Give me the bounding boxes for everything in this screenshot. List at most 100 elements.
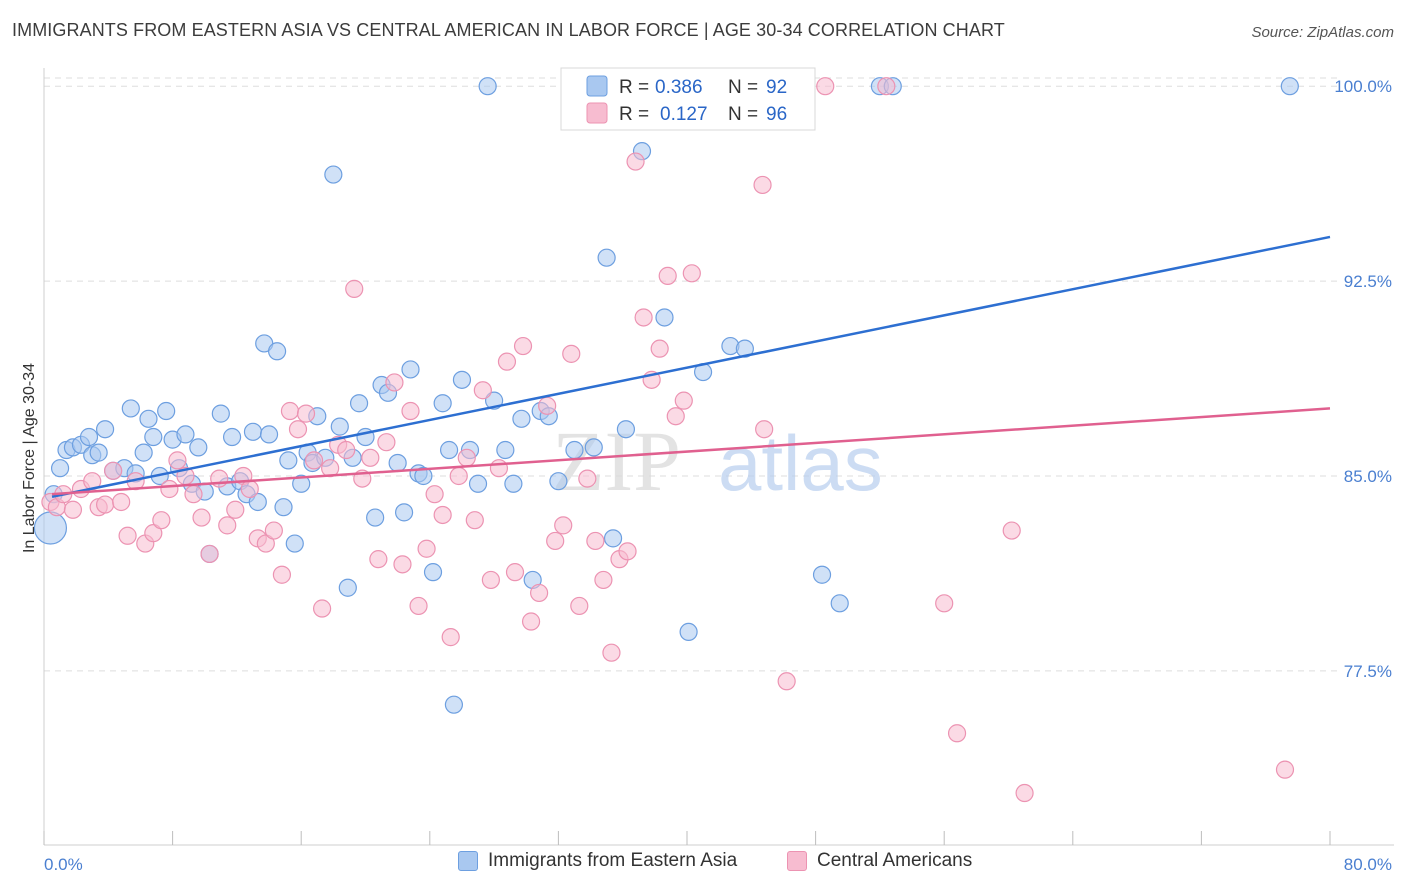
point-central-americans-45	[401, 401, 420, 421]
point-eastern-asia-44	[324, 165, 343, 184]
point-eastern-asia-26	[211, 404, 230, 423]
point-central-americans-27	[256, 534, 275, 553]
point-central-americans-76	[650, 339, 669, 358]
point-central-americans-37	[337, 440, 356, 460]
point-central-americans-70	[602, 643, 621, 662]
point-eastern-asia-39	[292, 474, 311, 493]
point-central-americans-54	[473, 381, 492, 400]
point-central-americans-13	[144, 524, 163, 543]
point-eastern-asia-87	[812, 565, 832, 584]
point-eastern-asia-16	[144, 427, 163, 447]
point-central-americans-10	[118, 526, 137, 545]
legend-n-value-1: 92	[766, 77, 787, 98]
point-central-americans-69	[594, 570, 613, 590]
point-central-americans-83	[755, 420, 774, 439]
bottom-legend-item-central-americans: Central Americans	[787, 850, 972, 872]
point-central-americans-34	[312, 599, 332, 618]
point-central-americans-33	[304, 451, 324, 470]
point-eastern-asia-50	[366, 508, 385, 527]
legend-n-value-2: 96	[766, 104, 787, 125]
x-tick-label-0: 0.0%	[44, 855, 83, 874]
point-central-americans-67	[578, 469, 597, 488]
legend-r-label-1: R =	[619, 77, 649, 98]
bottom-legend-label-eastern-asia: Immigrants from Eastern Asia	[488, 850, 738, 871]
point-central-americans-46	[409, 596, 428, 616]
point-eastern-asia-6	[79, 427, 99, 447]
point-eastern-asia-60	[439, 440, 459, 460]
point-central-americans-25	[240, 479, 259, 499]
point-central-americans-38	[345, 279, 364, 298]
point-central-americans-40	[361, 448, 380, 467]
point-eastern-asia-14	[134, 443, 153, 462]
point-eastern-asia-45	[330, 417, 349, 436]
point-central-americans-32	[296, 404, 316, 423]
point-eastern-asia-57	[414, 466, 433, 486]
point-central-americans-58	[505, 563, 525, 582]
point-central-americans-56	[489, 459, 509, 478]
legend-n-label-2: N =	[728, 104, 758, 125]
point-eastern-asia-82	[679, 622, 698, 642]
point-eastern-asia-0	[33, 511, 68, 545]
point-central-americans-30	[280, 401, 300, 421]
point-central-americans-48	[425, 485, 444, 504]
point-eastern-asia-36	[274, 498, 293, 517]
watermark: ZIP atlas	[552, 413, 883, 509]
point-central-americans-84	[777, 672, 796, 691]
axes-layer	[43, 68, 1394, 846]
point-eastern-asia-31	[243, 422, 263, 441]
point-central-americans-49	[433, 505, 452, 525]
point-eastern-asia-9	[95, 420, 115, 439]
point-central-americans-18	[184, 485, 203, 504]
point-central-americans-44	[393, 555, 412, 574]
point-eastern-asia-28	[222, 427, 242, 447]
point-central-americans-89	[1002, 521, 1021, 540]
point-eastern-asia-61	[452, 370, 472, 389]
point-eastern-asia-78	[616, 420, 636, 439]
watermark-zip: ZIP	[552, 413, 681, 509]
point-central-americans-68	[586, 531, 605, 551]
point-eastern-asia-74	[565, 440, 584, 460]
point-central-americans-47	[417, 539, 436, 558]
point-central-americans-63	[546, 531, 565, 551]
point-central-americans-88	[947, 724, 967, 743]
watermark-atlas: atlas	[718, 419, 883, 507]
point-central-americans-91	[1275, 760, 1295, 779]
y-tick-label-2: 92.5%	[1344, 272, 1392, 291]
point-eastern-asia-75	[584, 438, 603, 457]
point-central-americans-50	[441, 628, 460, 647]
point-eastern-asia-32	[248, 492, 267, 512]
grid-layer	[44, 77, 1340, 672]
x-tick-label-1: 80.0%	[1344, 855, 1392, 874]
point-central-americans-74	[634, 308, 653, 327]
point-central-americans-8	[104, 461, 123, 480]
point-central-americans-59	[513, 336, 533, 356]
point-central-americans-80	[682, 264, 701, 283]
point-eastern-asia-59	[433, 394, 452, 413]
legend-n-label-1: N =	[728, 77, 758, 98]
point-eastern-asia-67	[496, 440, 515, 460]
point-central-americans-60	[521, 612, 541, 631]
point-eastern-asia-37	[279, 451, 298, 470]
chart-title: IMMIGRANTS FROM EASTERN ASIA VS CENTRAL …	[12, 20, 1005, 40]
point-central-americans-87	[935, 594, 954, 613]
point-central-americans-7	[95, 495, 115, 514]
point-eastern-asia-15	[139, 409, 158, 428]
point-eastern-asia-23	[189, 438, 208, 457]
point-central-americans-23	[226, 500, 245, 519]
legend-r-label-2: R =	[619, 104, 649, 125]
point-eastern-asia-2	[50, 459, 70, 478]
point-eastern-asia-76	[597, 248, 616, 267]
point-eastern-asia-68	[504, 474, 523, 493]
chart-source: Source: ZipAtlas.com	[1251, 24, 1394, 41]
point-eastern-asia-64	[468, 474, 488, 493]
point-central-americans-42	[377, 433, 396, 452]
y-tick-label-0: 77.5%	[1344, 662, 1392, 681]
bottom-legend-swatch-blue	[458, 851, 478, 871]
point-central-americans-65	[562, 344, 581, 363]
y-tick-label-3: 100.0%	[1334, 77, 1392, 96]
point-eastern-asia-8	[89, 443, 108, 462]
point-central-americans-31	[288, 420, 308, 439]
point-eastern-asia-38	[285, 534, 304, 553]
y-tick-label-1: 85.0%	[1344, 467, 1392, 486]
